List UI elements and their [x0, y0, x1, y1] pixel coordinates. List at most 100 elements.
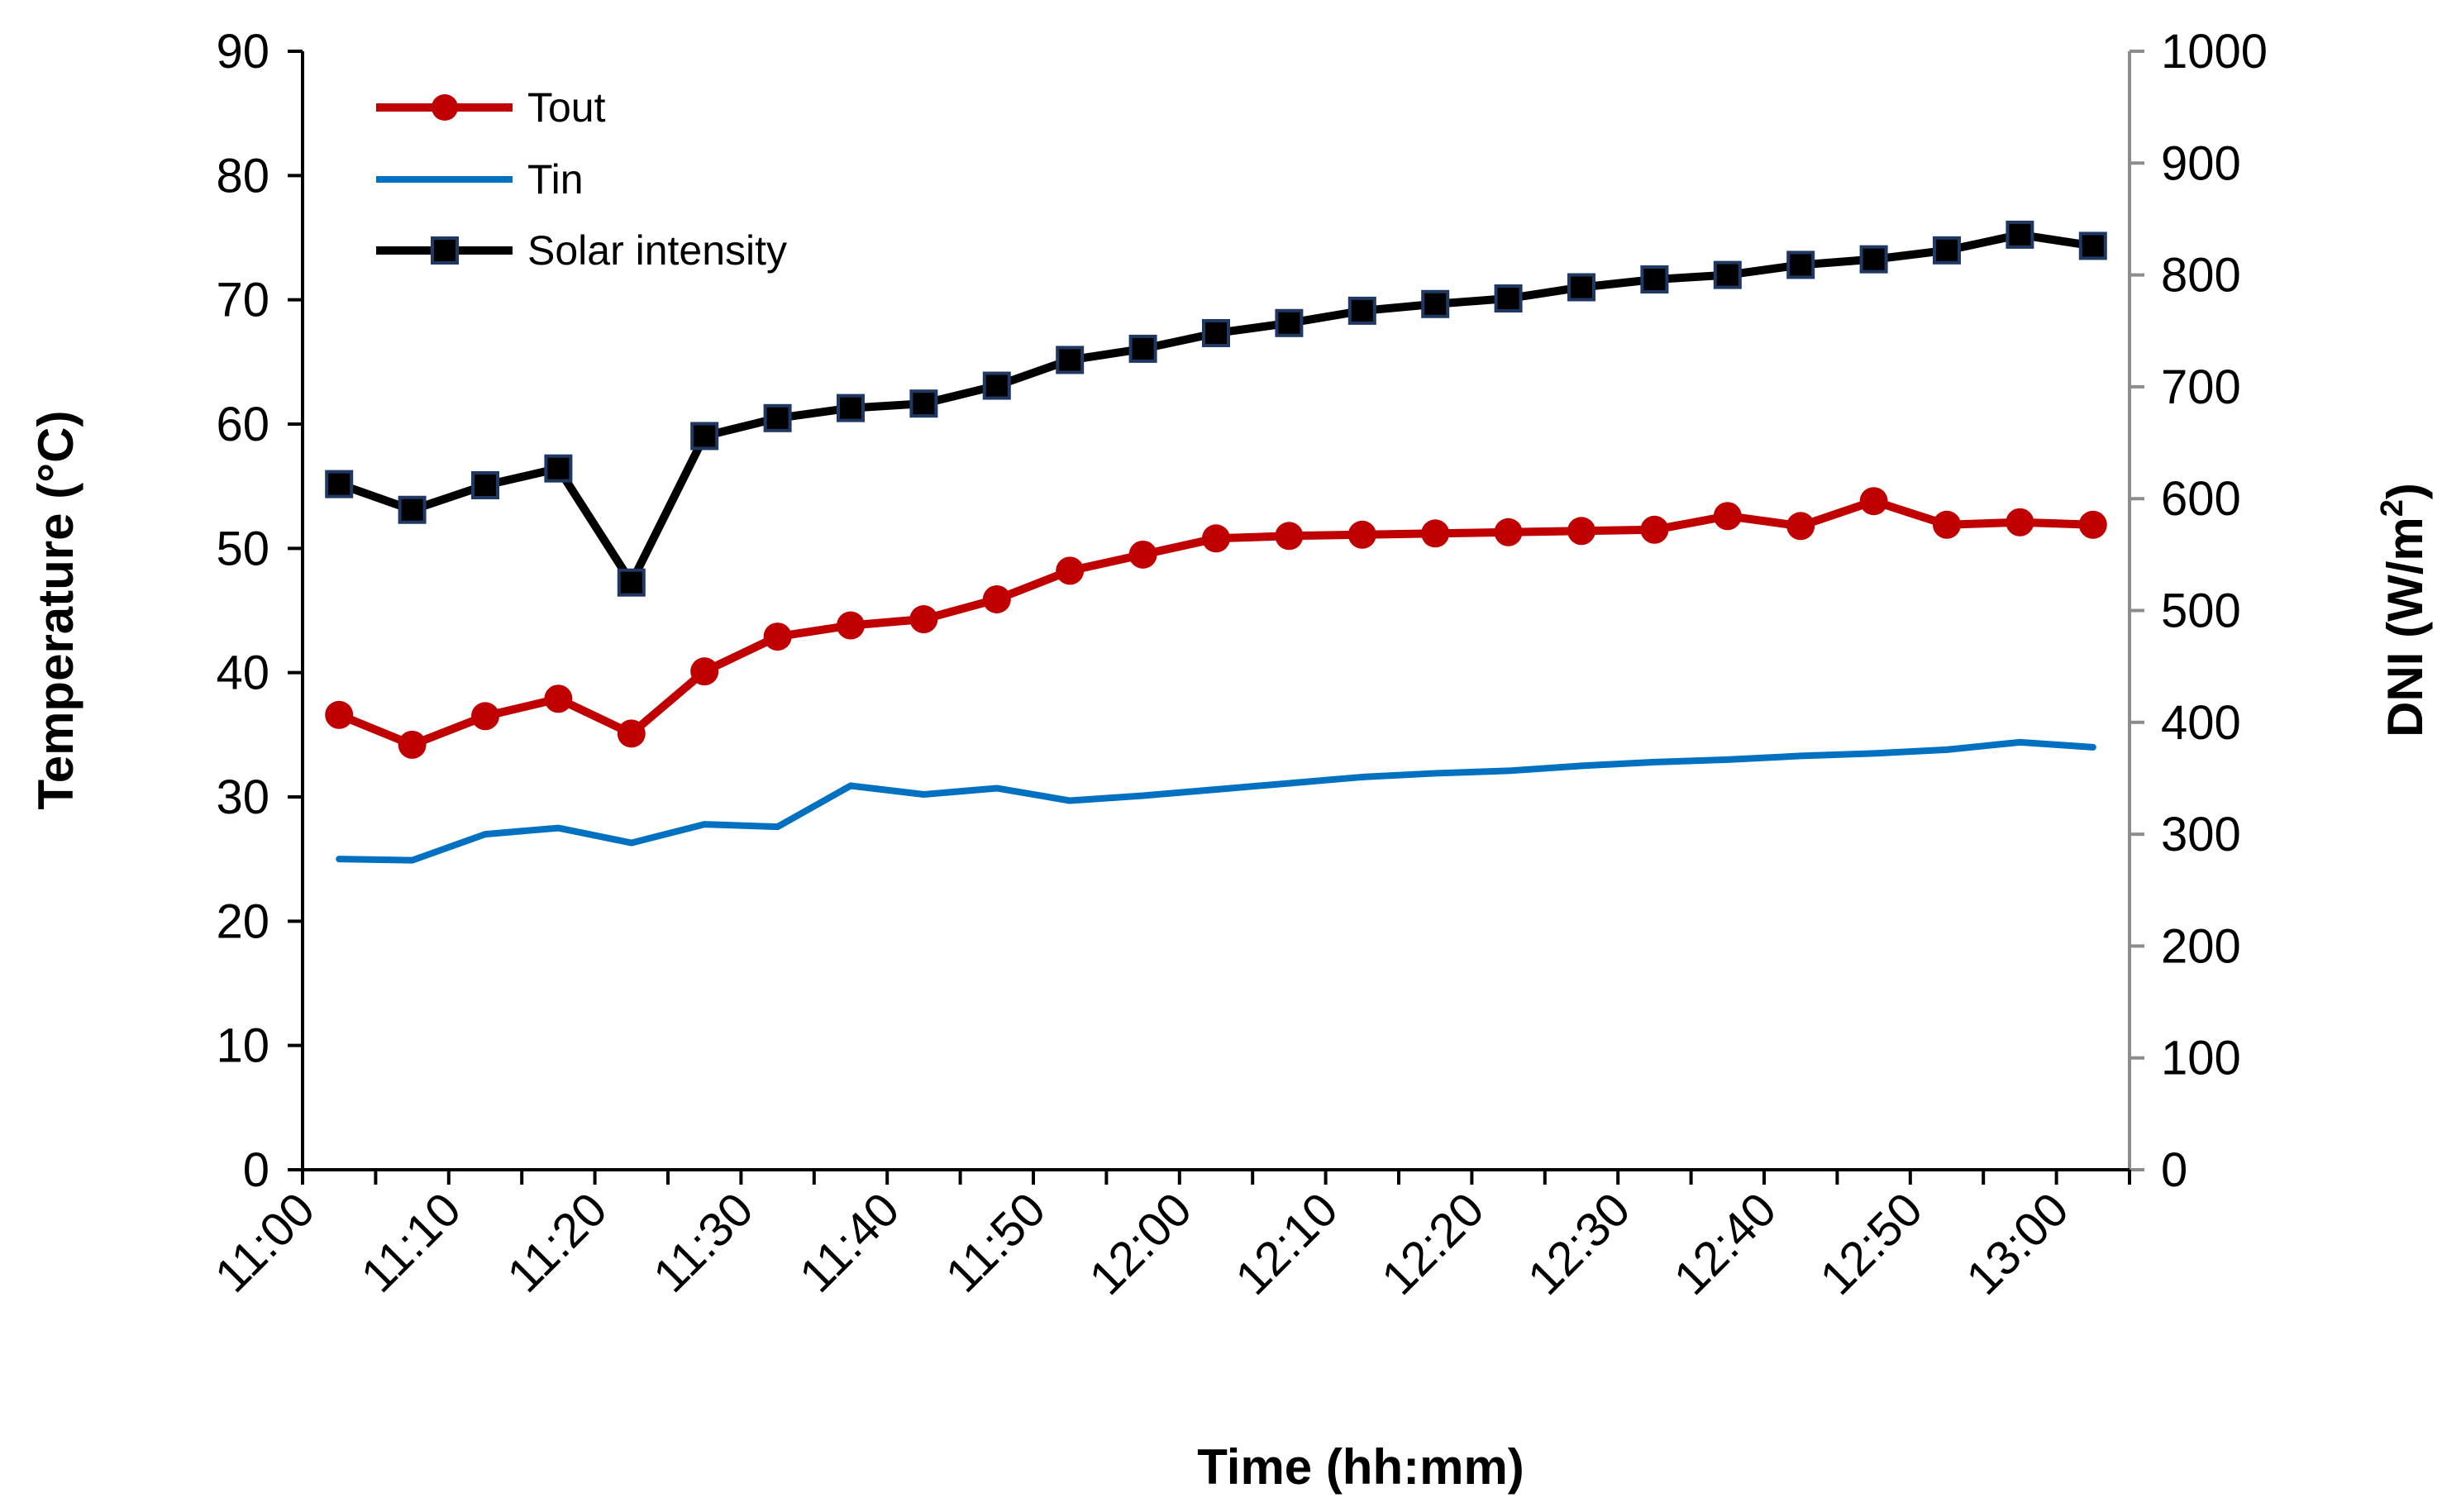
right-y-axis-title-superscript: 2 — [2375, 499, 2410, 517]
right-y-tick-label: 100 — [2161, 1032, 2241, 1085]
right-y-tick-label: 600 — [2161, 472, 2241, 526]
data-point-solar-intensity — [544, 454, 573, 483]
data-point-solar-intensity — [1933, 236, 1961, 265]
data-point-solar-intensity — [1202, 318, 1230, 347]
data-point-solar-intensity — [1421, 289, 1450, 318]
left-y-axis-title: Temperature (°C) — [28, 411, 83, 810]
x-axis-title: Time (hh:mm) — [1197, 1439, 1524, 1495]
data-point-tout — [1056, 556, 1085, 585]
data-point-solar-intensity — [690, 422, 719, 451]
series-tin — [336, 738, 2096, 864]
data-point-solar-intensity — [909, 389, 938, 418]
data-point-solar-intensity — [2078, 231, 2107, 260]
x-tick-label: 11:30 — [643, 1182, 764, 1303]
data-point-solar-intensity — [471, 470, 499, 499]
data-point-solar-intensity — [1567, 273, 1595, 302]
right-y-tick-label: 1000 — [2161, 25, 2268, 79]
data-point-solar-intensity — [1275, 308, 1304, 337]
data-point-solar-intensity — [1494, 284, 1523, 313]
right-y-tick-label: 800 — [2161, 249, 2241, 303]
data-point-tout — [1933, 510, 1961, 539]
data-point-solar-intensity — [325, 470, 354, 498]
data-point-tout — [1640, 515, 1669, 544]
x-tick-label: 11:00 — [205, 1182, 326, 1303]
left-y-tick-label: 40 — [216, 646, 269, 700]
data-point-solar-intensity — [2006, 220, 2034, 249]
data-point-tout — [1202, 524, 1230, 553]
right-y-tick-label: 900 — [2161, 136, 2241, 190]
data-point-tout — [2006, 508, 2034, 537]
data-point-tout — [763, 622, 792, 651]
data-point-solar-intensity — [1786, 250, 1815, 279]
left-y-tick-label: 10 — [216, 1019, 269, 1073]
data-point-solar-intensity — [1640, 265, 1669, 294]
data-point-solar-intensity — [982, 371, 1011, 400]
data-point-tout — [1494, 518, 1523, 546]
x-tick-label: 12:20 — [1371, 1182, 1495, 1305]
left-y-tick-label: 80 — [216, 149, 269, 203]
right-y-axis-title-main: DNI (W/m — [2378, 517, 2433, 737]
left-y-axis-ticks: 0 10 20 30 40 50 60 70 80 90 — [216, 25, 303, 1197]
series-solar-intensity — [325, 220, 2107, 597]
right-y-tick-label: 0 — [2161, 1143, 2187, 1197]
data-point-tout — [1859, 487, 1888, 516]
x-axis-ticks: 11:00 11:10 11:20 11:30 11:40 11:50 12:00 12:10… — [205, 1170, 2131, 1305]
data-point-solar-intensity — [837, 394, 865, 422]
data-point-solar-intensity — [1859, 245, 1888, 274]
data-point-tout — [909, 605, 938, 634]
data-point-tout — [2078, 510, 2107, 539]
data-point-solar-intensity — [617, 568, 646, 597]
x-tick-label: 12:50 — [1810, 1182, 1933, 1305]
right-y-tick-label: 700 — [2161, 360, 2241, 414]
data-point-tout — [471, 702, 499, 731]
series-line-tin — [336, 738, 2096, 864]
data-point-tout — [1567, 517, 1595, 546]
data-point-tout — [1275, 522, 1304, 551]
data-point-tout — [325, 700, 354, 729]
legend-label-tout: Tout — [527, 84, 606, 131]
right-y-axis-title: DNI (W/m2) — [2375, 483, 2433, 737]
left-y-tick-label: 60 — [216, 398, 269, 451]
data-point-tout — [617, 719, 646, 748]
legend-item-tin: Tin — [376, 156, 584, 203]
right-y-tick-label: 300 — [2161, 808, 2241, 861]
data-point-solar-intensity — [398, 495, 427, 524]
left-y-tick-label: 0 — [243, 1143, 269, 1197]
data-point-tout — [837, 611, 865, 640]
legend-item-tout: Tout — [376, 84, 606, 131]
data-point-solar-intensity — [1128, 334, 1157, 363]
right-y-tick-label: 200 — [2161, 919, 2241, 973]
x-tick-label: 12:30 — [1518, 1182, 1641, 1305]
data-point-solar-intensity — [763, 403, 792, 432]
x-tick-label: 12:00 — [1079, 1182, 1202, 1305]
legend-marker-solar-intensity — [431, 236, 459, 265]
x-tick-label: 11:50 — [936, 1182, 1056, 1303]
right-y-axis-title-close: ) — [2378, 483, 2433, 499]
data-point-tout — [544, 684, 573, 713]
data-point-solar-intensity — [1347, 296, 1376, 325]
data-point-tout — [1786, 512, 1815, 541]
legend-label-solar-intensity: Solar intensity — [527, 227, 787, 274]
x-tick-label: 11:20 — [497, 1182, 618, 1303]
data-point-tout — [982, 584, 1011, 613]
data-point-tout — [1713, 502, 1742, 531]
x-tick-label: 11:40 — [789, 1182, 910, 1303]
data-point-tout — [1421, 519, 1450, 548]
left-y-tick-label: 70 — [216, 274, 269, 327]
legend-label-tin: Tin — [527, 156, 584, 203]
left-y-tick-label: 30 — [216, 770, 269, 824]
data-point-tout — [398, 730, 427, 759]
data-point-tout — [1347, 520, 1376, 549]
right-y-tick-label: 400 — [2161, 696, 2241, 750]
data-point-tout — [690, 657, 719, 686]
left-y-tick-label: 20 — [216, 894, 269, 948]
x-tick-label: 11:10 — [351, 1182, 471, 1303]
data-point-tout — [1128, 540, 1157, 569]
right-y-axis-ticks: 0 100 200 300 400 500 600 700 800 900 1000 — [2130, 25, 2268, 1197]
left-y-tick-label: 50 — [216, 522, 269, 575]
data-point-solar-intensity — [1713, 260, 1742, 289]
x-tick-label: 12:10 — [1225, 1182, 1348, 1305]
series-layer — [325, 220, 2107, 864]
series-tout — [325, 487, 2107, 759]
